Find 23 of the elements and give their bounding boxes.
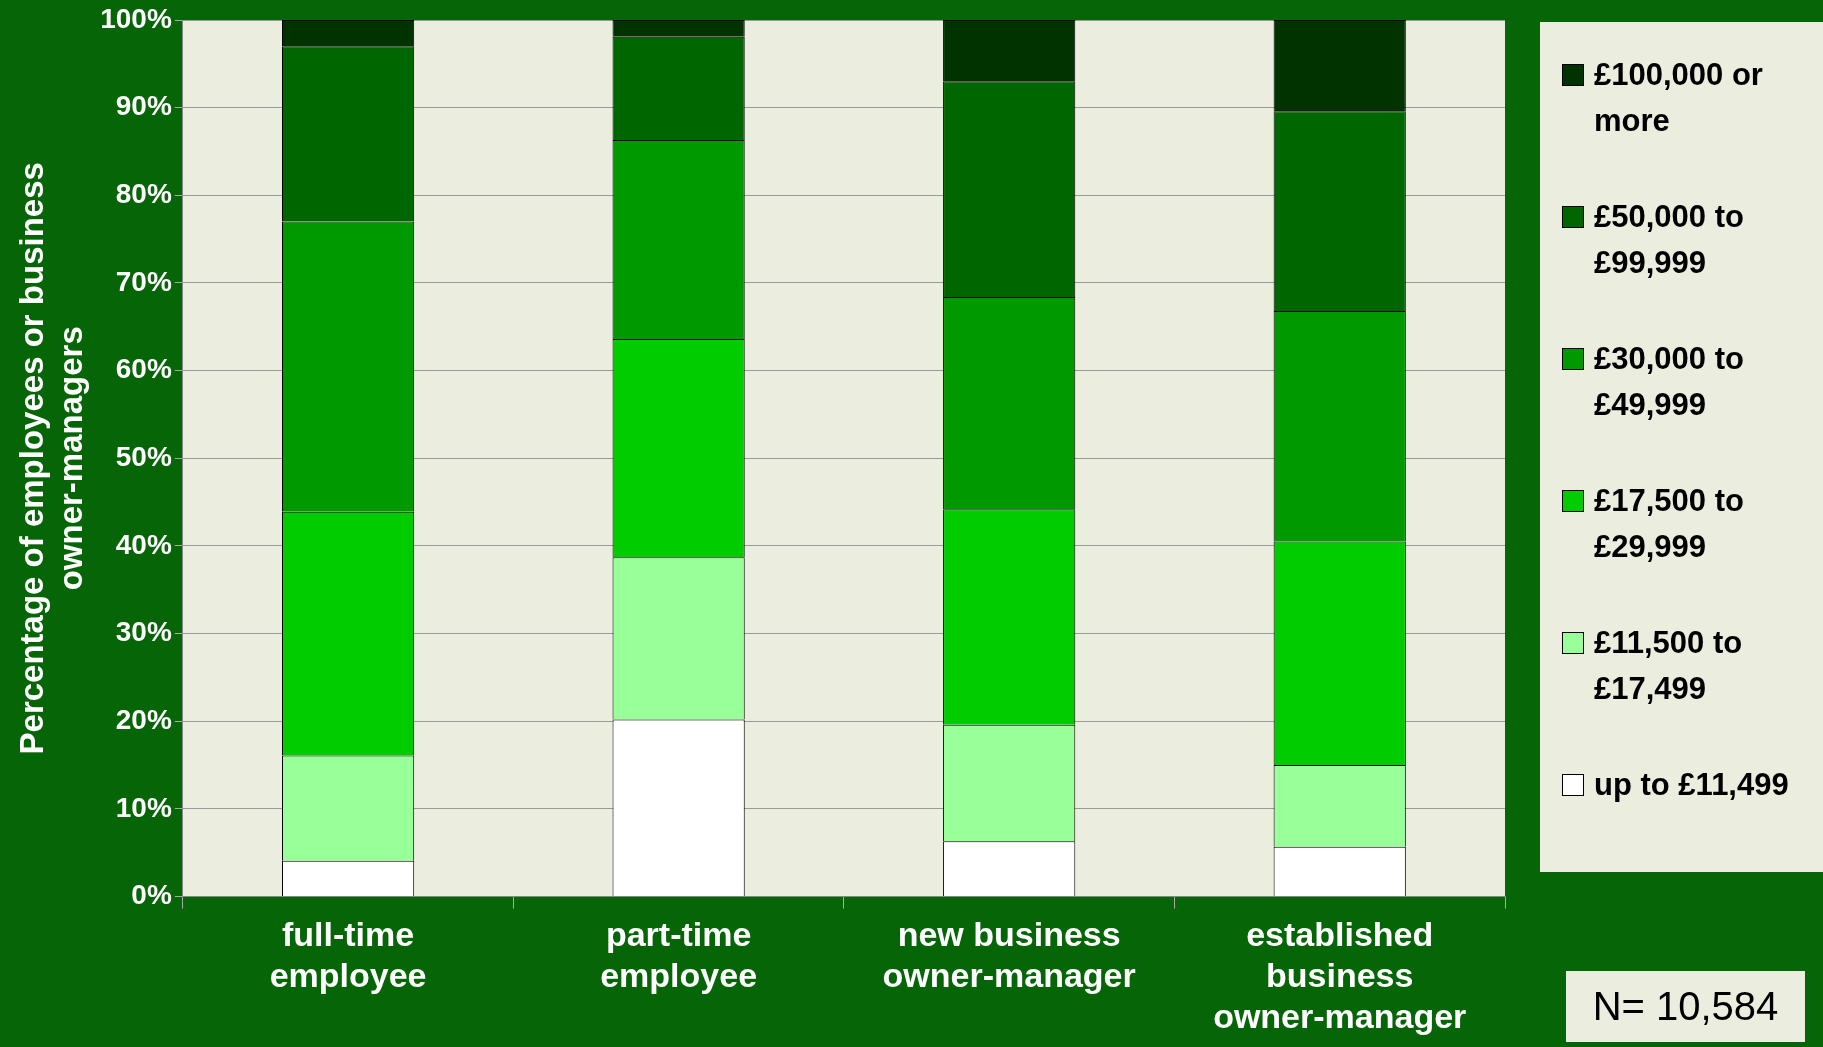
x-tick-label: new business owner-manager (882, 915, 1136, 995)
legend-label: up to £11,499 (1594, 766, 1789, 804)
y-tick-label: 0% (131, 879, 172, 911)
legend-label: £17,500 to £29,999 (1594, 482, 1745, 566)
x-tick-label: full-time employee (269, 915, 427, 995)
y-tick-label: 100% (100, 2, 172, 34)
y-axis-title: Percentage of employees or business owner-managers (12, 162, 90, 755)
y-tick-label: 90% (115, 90, 172, 122)
y-tick-label: 70% (115, 265, 172, 297)
y-tick-label: 30% (115, 616, 172, 648)
x-tick-label: established business owner-manager (1213, 915, 1467, 1035)
y-tick-label: 10% (115, 791, 172, 823)
x-tick-label: part-time employee (600, 915, 758, 995)
text: N= 10,584 (1566, 971, 1805, 1042)
y-tick-label: 50% (115, 441, 172, 473)
legend-label: £30,000 to £49,999 (1594, 340, 1745, 424)
y-tick-label: 80% (115, 178, 172, 210)
y-tick-label: 20% (115, 704, 172, 735)
legend-label: £50,000 to £99,999 (1594, 198, 1745, 282)
legend-label: £100,000 or more (1594, 56, 1764, 140)
y-tick-label: 60% (115, 353, 172, 385)
legend-label: £11,500 to £17,499 (1594, 624, 1744, 708)
y-tick-label: 40% (115, 528, 172, 560)
